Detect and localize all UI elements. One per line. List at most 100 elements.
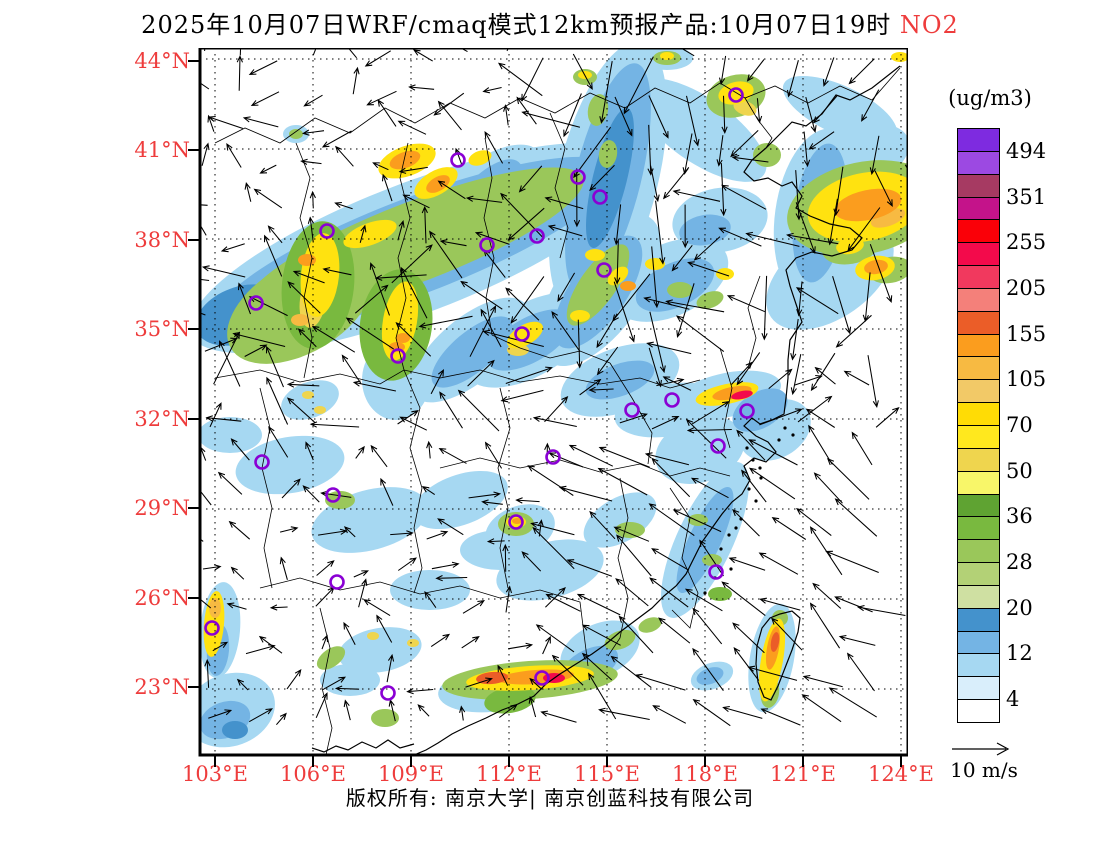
concentration-blob — [870, 208, 906, 228]
wind-vector-arrow — [759, 597, 801, 611]
wind-vector-arrow — [376, 614, 393, 643]
wind-vector-arrow — [303, 94, 323, 107]
wind-vector-arrow — [557, 272, 576, 302]
graticule-layer — [200, 48, 908, 755]
wind-vector-arrow — [397, 409, 419, 425]
concentration-blob — [407, 639, 419, 647]
wind-vector-arrow — [718, 55, 727, 86]
wind-vector-arrow — [544, 196, 584, 210]
concentration-blob — [607, 266, 629, 286]
wind-scale-label: 10 m/s — [950, 758, 1018, 782]
wind-vector-arrow — [505, 287, 540, 321]
concentration-blob — [834, 188, 902, 222]
island-dot — [703, 591, 707, 595]
wind-vector-arrow — [267, 225, 283, 244]
wind-vector-arrow — [236, 678, 249, 691]
wind-vector-arrow — [741, 469, 767, 503]
wind-vector-arrow — [721, 95, 728, 134]
wind-vector-arrow — [220, 243, 245, 253]
legend-tick-value: 70 — [1006, 413, 1033, 437]
wind-vector-arrow — [759, 408, 803, 426]
concentration-blob — [702, 554, 722, 566]
province-border — [319, 607, 333, 755]
legend-color-cell — [957, 539, 1000, 564]
wind-vector-arrow — [597, 467, 648, 496]
wind-vector-arrow — [481, 499, 503, 506]
legend-color-cell — [957, 516, 1000, 541]
legend-color-cell — [957, 128, 1000, 152]
province-border — [497, 387, 511, 589]
wind-vector-arrow — [589, 164, 615, 192]
province-border — [549, 112, 569, 259]
wind-vector-arrow — [614, 96, 633, 137]
wind-vector-arrow — [692, 647, 724, 692]
wind-vector-arrow — [812, 95, 838, 124]
concentration-blob — [200, 417, 262, 453]
wind-vector-arrow — [439, 391, 463, 429]
concentration-blob — [638, 617, 662, 633]
wind-vector-arrow — [652, 705, 687, 724]
wind-vector-arrow — [596, 346, 619, 376]
wind-vector-arrow — [230, 438, 250, 461]
wind-vector-arrow — [786, 60, 799, 98]
wind-vector-arrow — [465, 195, 503, 203]
wind-vector-arrow — [680, 48, 695, 57]
wind-vector-arrow — [219, 340, 241, 387]
wind-vector-arrow — [795, 202, 816, 254]
wind-vector-arrow — [497, 62, 543, 97]
wind-vector-arrow — [581, 652, 613, 681]
wind-vector-arrow — [390, 530, 414, 537]
wind-vector-arrow — [437, 518, 464, 536]
legend-color-cell — [957, 424, 1000, 449]
wind-vector-arrow — [662, 166, 690, 200]
legend-tick-value: 205 — [1006, 275, 1047, 300]
wind-vector-arrow — [408, 84, 435, 91]
wind-vector-arrow — [500, 389, 544, 403]
wind-vector-arrow — [406, 688, 434, 695]
wind-vector-arrow — [435, 575, 468, 582]
concentration-blob — [512, 518, 522, 524]
legend-colorbar — [957, 128, 1000, 723]
wind-vector-arrow — [558, 485, 613, 502]
wind-vector-arrow — [354, 284, 389, 314]
wind-vector-arrow — [795, 287, 839, 315]
wind-vector-arrow — [875, 406, 900, 428]
city-marker-circle — [479, 237, 495, 253]
wind-vector-arrow — [437, 100, 462, 131]
wind-vector-arrow — [856, 604, 906, 617]
wind-vector-arrow — [803, 131, 811, 168]
wind-vector-arrow — [648, 95, 669, 139]
wind-vector-arrow — [542, 635, 551, 655]
province-border — [214, 369, 701, 389]
wind-vector-arrow — [212, 641, 229, 652]
wind-vector-arrow — [200, 82, 210, 90]
wind-vector-arrow — [851, 431, 873, 466]
wind-vector-arrow — [825, 550, 879, 573]
province-border — [607, 477, 629, 657]
concentration-blob — [371, 709, 399, 727]
wind-vector-arrow — [682, 204, 689, 249]
wind-vector-arrow — [369, 262, 390, 316]
wind-vector-arrow — [484, 130, 504, 164]
wind-vector-arrow — [805, 408, 835, 428]
legend-tick-value: 4 — [1006, 687, 1020, 712]
wind-vector-arrow — [671, 244, 693, 272]
wind-vector-arrow — [618, 615, 654, 654]
wind-vector-arrow — [810, 352, 836, 392]
wind-vector-arrow — [838, 634, 876, 646]
concentration-blob — [696, 667, 724, 685]
wind-vector-arrow — [649, 311, 666, 374]
legend-color-cell — [957, 173, 1000, 198]
wind-vector-arrow — [748, 439, 798, 466]
wind-vector-arrow — [869, 135, 880, 176]
wind-vector-arrow — [544, 395, 569, 423]
concentration-blob — [586, 108, 634, 248]
wind-vector-arrow — [363, 599, 391, 617]
concentration-blob — [209, 598, 221, 618]
lat-tick-label: 32°N — [134, 407, 190, 431]
province-border — [744, 97, 773, 149]
wind-vector-arrow — [312, 48, 317, 56]
wind-vector-arrow — [226, 602, 247, 610]
concentration-blob — [291, 314, 309, 326]
province-border — [747, 275, 761, 369]
